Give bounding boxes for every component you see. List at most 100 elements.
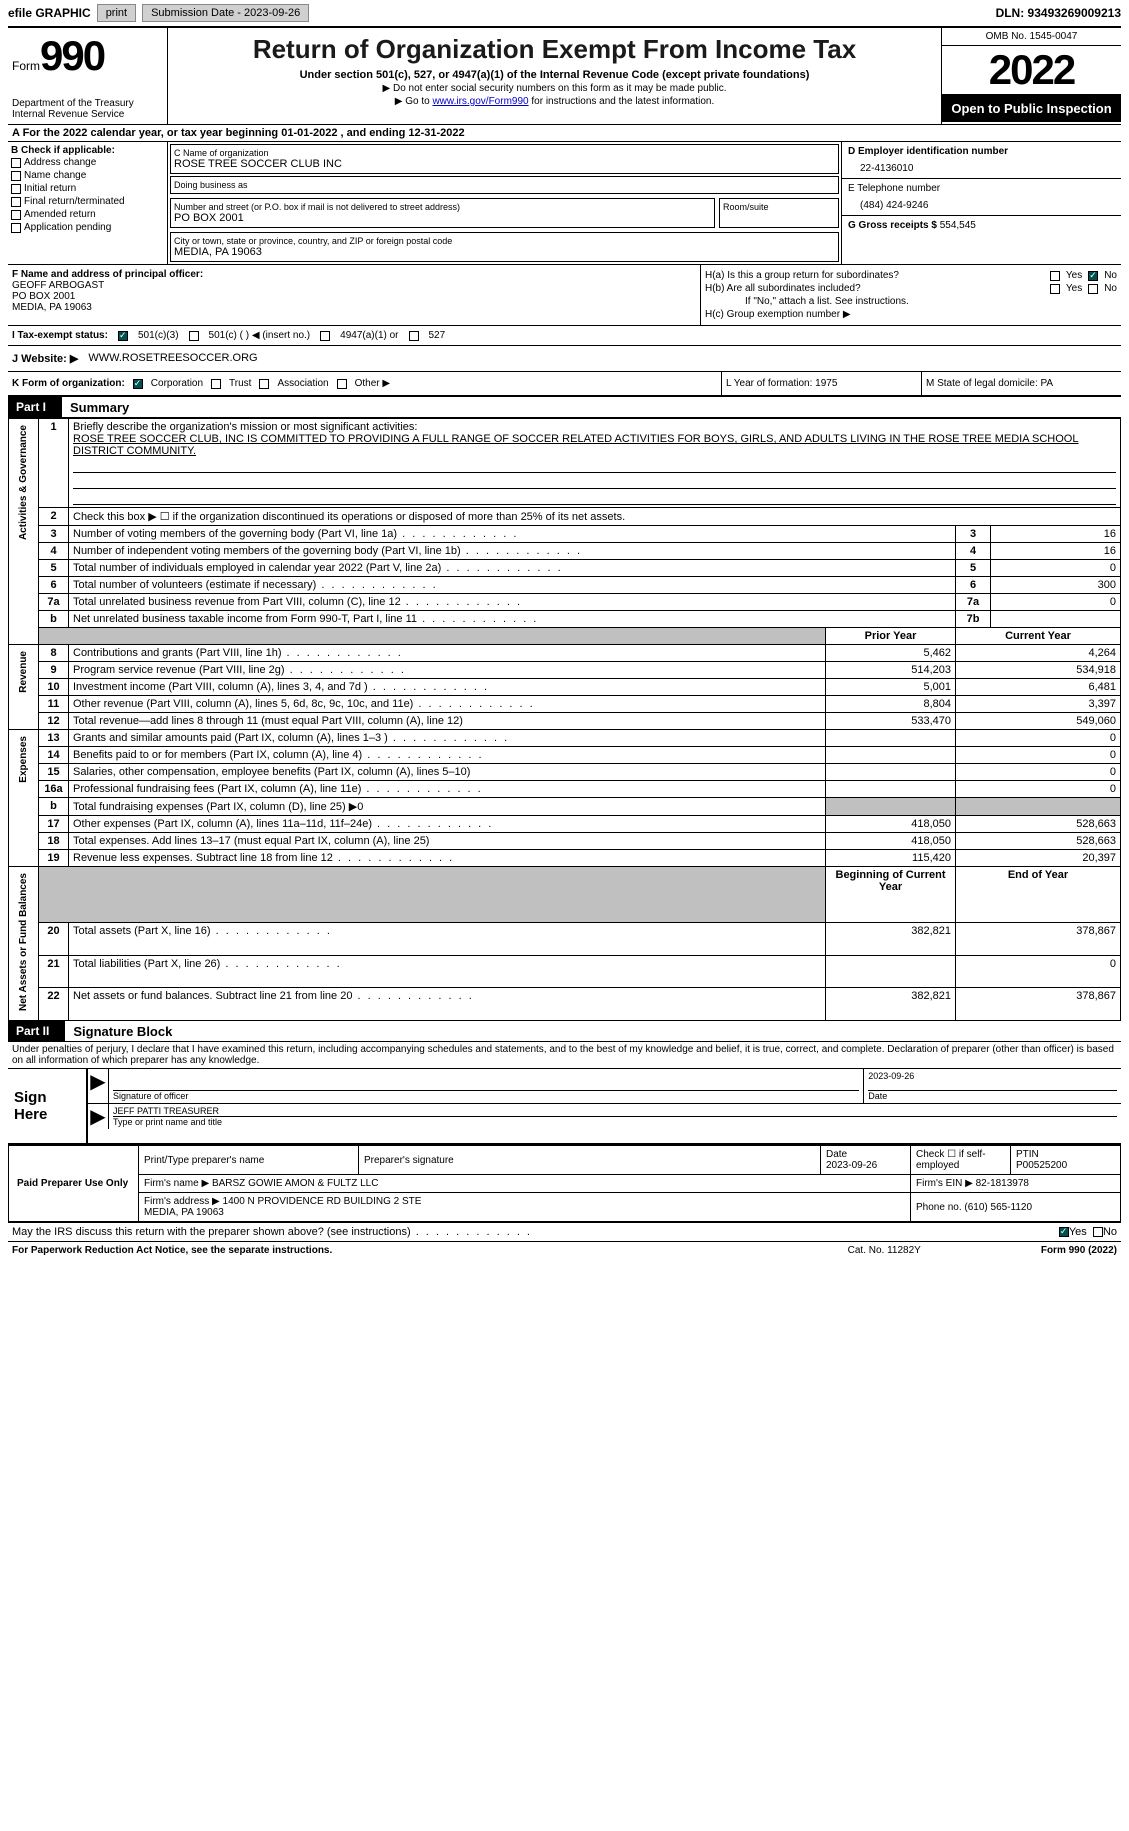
omb-number: OMB No. 1545-0047 [942, 28, 1121, 46]
line7b-val [991, 611, 1121, 628]
instruction-2: ▶ Go to www.irs.gov/Form990 for instruct… [174, 96, 935, 107]
submission-date-button[interactable]: Submission Date - 2023-09-26 [142, 4, 309, 22]
open-public-badge: Open to Public Inspection [942, 95, 1121, 122]
cb-corp[interactable] [133, 379, 143, 389]
cb-amended[interactable]: Amended return [11, 208, 164, 221]
room-box: Room/suite [719, 198, 839, 228]
sig-date-cell: 2023-09-26 Date [863, 1069, 1121, 1103]
line5-val: 0 [991, 560, 1121, 577]
firm-name-cell: Firm's name ▶ BARSZ GOWIE AMON & FULTZ L… [139, 1175, 911, 1193]
gross-value: 554,545 [940, 220, 976, 231]
begin-year-header: Beginning of Current Year [826, 867, 956, 923]
side-revenue: Revenue [18, 647, 29, 697]
discuss-row: May the IRS discuss this return with the… [8, 1222, 1121, 1242]
cb-final-return[interactable]: Final return/terminated [11, 195, 164, 208]
cb-name-change[interactable]: Name change [11, 169, 164, 182]
address-box: Number and street (or P.O. box if mail i… [170, 198, 715, 228]
ha-no-checkbox[interactable] [1088, 271, 1098, 281]
cb-501c3[interactable] [118, 331, 128, 341]
preparer-table: Paid Preparer Use Only Print/Type prepar… [8, 1145, 1121, 1222]
mission-text: ROSE TREE SOCCER CLUB, INC IS COMMITTED … [73, 433, 1116, 457]
instruction-1: ▶ Do not enter social security numbers o… [174, 83, 935, 94]
discuss-no-checkbox[interactable] [1093, 1227, 1103, 1237]
summary-table: Activities & Governance 1 Briefly descri… [8, 418, 1121, 1021]
form-subtitle: Under section 501(c), 527, or 4947(a)(1)… [174, 69, 935, 81]
signature-declaration: Under penalties of perjury, I declare th… [8, 1042, 1121, 1069]
officer-name: GEOFF ARBOGAST [12, 280, 696, 291]
discuss-yes-checkbox[interactable] [1059, 1227, 1069, 1237]
dept-label: Department of the Treasury Internal Reve… [12, 98, 163, 120]
ha-line: H(a) Is this a group return for subordin… [705, 269, 1117, 282]
sign-here-row: Sign Here ▶ Signature of officer 2023-09… [8, 1069, 1121, 1145]
form-word: Form [12, 59, 40, 73]
cb-527[interactable] [409, 331, 419, 341]
part2-title: Signature Block [65, 1024, 172, 1039]
tax-status-row: I Tax-exempt status: 501(c)(3) 501(c) ( … [8, 326, 1121, 346]
sign-here-label: Sign Here [8, 1069, 88, 1143]
form-number: 990 [40, 32, 104, 79]
prep-date-cell: Date2023-09-26 [821, 1146, 911, 1175]
line3-val: 16 [991, 526, 1121, 543]
side-activities: Activities & Governance [18, 421, 29, 544]
check-self-employed[interactable]: Check ☐ if self-employed [911, 1146, 1011, 1175]
tax-year: 2022 [942, 46, 1121, 95]
website-row: J Website: ▶ WWW.ROSETREESOCCER.ORG [8, 346, 1121, 372]
print-button[interactable]: print [97, 4, 136, 22]
cb-other[interactable] [337, 379, 347, 389]
cb-initial-return[interactable]: Initial return [11, 182, 164, 195]
cat-number: Cat. No. 11282Y [848, 1245, 921, 1256]
prep-sig-label: Preparer's signature [359, 1146, 821, 1175]
line6-val: 300 [991, 577, 1121, 594]
info-grid: B Check if applicable: Address change Na… [8, 142, 1121, 265]
phone-value: (484) 424-9246 [848, 194, 1115, 211]
form-title: Return of Organization Exempt From Incom… [174, 34, 935, 65]
part2-header-row: Part II Signature Block [8, 1021, 1121, 1042]
firm-ein-cell: Firm's EIN ▶ 82-1813978 [911, 1175, 1121, 1193]
line2: Check this box ▶ ☐ if the organization d… [69, 508, 1121, 526]
part1-badge: Part I [8, 397, 62, 417]
dln-label: DLN: 93493269009213 [996, 6, 1121, 20]
form-footer: Form 990 (2022) [1041, 1245, 1117, 1256]
arrow-icon: ▶ [88, 1104, 108, 1129]
hb-yes-checkbox[interactable] [1050, 284, 1060, 294]
mission-cell: Briefly describe the organization's miss… [69, 419, 1121, 508]
calendar-year-row: A For the 2022 calendar year, or tax yea… [8, 125, 1121, 142]
line4-val: 16 [991, 543, 1121, 560]
cb-assoc[interactable] [259, 379, 269, 389]
ptin-cell: PTINP00525200 [1011, 1146, 1121, 1175]
footer: For Paperwork Reduction Act Notice, see … [8, 1242, 1121, 1259]
year-formation: L Year of formation: 1975 [721, 372, 921, 395]
hc-line: H(c) Group exemption number ▶ [705, 308, 1117, 321]
firm-addr-cell: Firm's address ▶ 1400 N PROVIDENCE RD BU… [139, 1193, 911, 1222]
ha-yes-checkbox[interactable] [1050, 271, 1060, 281]
irs-link[interactable]: www.irs.gov/Form990 [432, 96, 528, 107]
topbar: efile GRAPHIC print Submission Date - 20… [8, 0, 1121, 26]
k-row: K Form of organization: Corporation Trus… [8, 372, 1121, 397]
officer-name-title: JEFF PATTI TREASURER Type or print name … [108, 1104, 1121, 1129]
cb-address-change[interactable]: Address change [11, 156, 164, 169]
state-domicile: M State of legal domicile: PA [921, 372, 1121, 395]
org-city: MEDIA, PA 19063 [174, 246, 835, 258]
line7a-val: 0 [991, 594, 1121, 611]
form-header: Form990 Department of the Treasury Inter… [8, 26, 1121, 125]
ein-value: 22-4136010 [848, 157, 1115, 174]
paid-preparer-label: Paid Preparer Use Only [9, 1146, 139, 1222]
hb-note: If "No," attach a list. See instructions… [705, 295, 1117, 308]
end-year-header: End of Year [956, 867, 1121, 923]
city-box: City or town, state or province, country… [170, 232, 839, 262]
cb-trust[interactable] [211, 379, 221, 389]
cb-app-pending[interactable]: Application pending [11, 221, 164, 234]
part2-badge: Part II [8, 1021, 65, 1041]
hb-line: H(b) Are all subordinates included? Yes … [705, 282, 1117, 295]
prep-name-label: Print/Type preparer's name [139, 1146, 359, 1175]
hb-no-checkbox[interactable] [1088, 284, 1098, 294]
officer-row: F Name and address of principal officer:… [8, 265, 1121, 326]
part1-title: Summary [62, 400, 129, 415]
cb-4947[interactable] [320, 331, 330, 341]
cb-501c[interactable] [189, 331, 199, 341]
phone-field: E Telephone number (484) 424-9246 [842, 179, 1121, 216]
section-b-label: B Check if applicable: [11, 145, 164, 156]
arrow-icon: ▶ [88, 1069, 108, 1103]
prior-year-header: Prior Year [826, 628, 956, 645]
part1-header-row: Part I Summary [8, 397, 1121, 418]
